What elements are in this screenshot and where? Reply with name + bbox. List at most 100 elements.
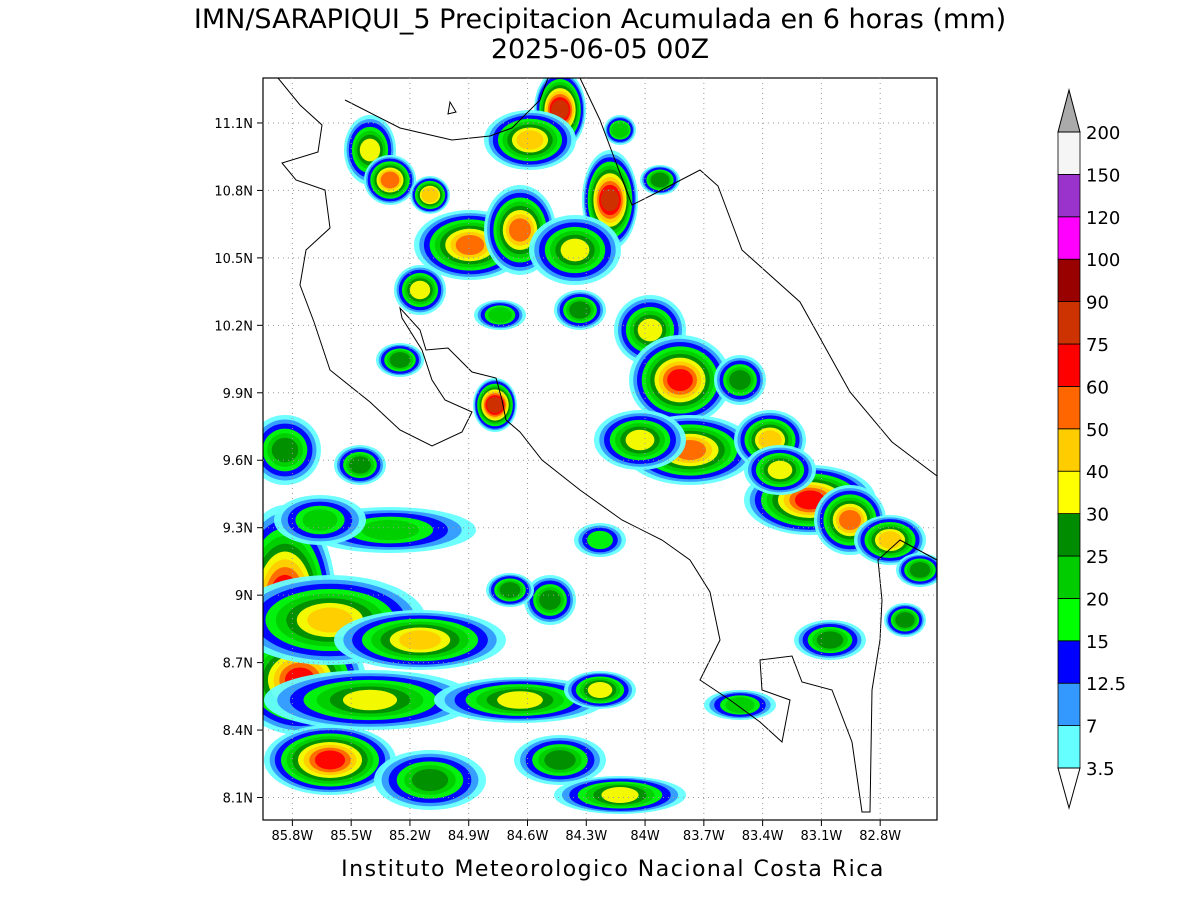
- rain-cell: [667, 368, 693, 392]
- colorbar-label: 50: [1086, 420, 1109, 441]
- rain-cell: [399, 630, 441, 650]
- rain-cell: [361, 519, 419, 541]
- colorbar-label: 100: [1086, 250, 1120, 271]
- rain-cell: [600, 188, 620, 212]
- rain-cell: [516, 130, 544, 150]
- rain-cell: [895, 612, 915, 628]
- colorbar-label: 30: [1086, 505, 1109, 526]
- colorbar-label: 75: [1086, 335, 1109, 356]
- rain-cell: [544, 750, 576, 770]
- colorbar-label: 12.5: [1086, 674, 1126, 695]
- colorbar-over: [1057, 88, 1081, 133]
- rain-cell: [725, 697, 755, 713]
- rain-cell: [421, 187, 439, 203]
- y-tick-label: 11.1N: [214, 117, 253, 132]
- rain-cell: [409, 280, 431, 300]
- colorbar-label: 25: [1086, 547, 1109, 568]
- colorbar-segment: [1057, 301, 1081, 345]
- rain-cell: [587, 530, 613, 550]
- rain-cell: [488, 307, 512, 323]
- rain-cell: [878, 531, 902, 549]
- colorbar-segment: [1057, 216, 1081, 260]
- rain-cell: [455, 235, 485, 255]
- colorbar-label: 40: [1086, 462, 1109, 483]
- x-tick-label: 83.4W: [742, 829, 784, 844]
- rain-cell: [551, 100, 569, 120]
- rain-cell: [539, 590, 561, 610]
- colorbar-segment: [1057, 428, 1081, 472]
- rain-cell: [302, 509, 338, 531]
- colorbar-segment: [1057, 385, 1081, 430]
- x-tick-label: 84.9W: [448, 829, 490, 844]
- rain-cell: [601, 787, 639, 803]
- rain-cell: [637, 318, 663, 342]
- colorbar-segment: [1057, 640, 1081, 684]
- rain-cell: [816, 631, 844, 649]
- colorbar-segment: [1057, 343, 1081, 387]
- colorbar-segment: [1057, 258, 1081, 303]
- map-footer: Instituto Meteorologico Nacional Costa R…: [341, 857, 885, 882]
- colorbar-label: 150: [1086, 165, 1120, 186]
- x-tick-label: 85.2W: [389, 829, 431, 844]
- y-tick-label: 10.5N: [214, 252, 253, 267]
- rain-cell: [650, 172, 670, 188]
- y-tick-label: 10.8N: [214, 184, 253, 199]
- rain-cell: [349, 456, 371, 474]
- rain-cell: [497, 691, 543, 709]
- coastlines: [277, 78, 937, 813]
- colorbar-segment: [1057, 725, 1081, 769]
- rain-cell: [359, 138, 381, 162]
- x-tick-label: 85.8W: [271, 829, 313, 844]
- x-tick-label: 84.3W: [565, 829, 607, 844]
- colorbar-segment: [1057, 513, 1081, 557]
- rain-cell: [499, 582, 521, 598]
- rain-cell: [587, 682, 613, 698]
- colorbar-label: 7: [1086, 717, 1097, 738]
- y-tick-label: 8.1N: [223, 792, 253, 807]
- y-tick-label: 8.7N: [223, 657, 253, 672]
- x-tick-label: 83.1W: [800, 829, 842, 844]
- rain-cell: [271, 437, 299, 463]
- rain-cell: [342, 689, 398, 711]
- rain-cell: [509, 218, 531, 242]
- rain-cell: [314, 750, 346, 770]
- colorbar-under: [1057, 767, 1081, 810]
- colorbar-label: 3.5: [1086, 759, 1115, 780]
- map-frame: [262, 77, 938, 821]
- colorbar-label: 60: [1086, 377, 1109, 398]
- x-tick-label: 82.8W: [859, 829, 901, 844]
- map-subtitle: 2025-06-05 00Z: [491, 34, 709, 65]
- x-tick-label: 83.7W: [683, 829, 725, 844]
- x-tick-label: 85.5W: [330, 829, 372, 844]
- colorbar-segment: [1057, 470, 1081, 515]
- rain-cell: [486, 396, 504, 414]
- colorbar-segment: [1057, 131, 1081, 175]
- colorbar-segment: [1057, 598, 1081, 642]
- rain-cell: [794, 490, 826, 510]
- colorbar-label: 20: [1086, 589, 1109, 610]
- colorbar-segment: [1057, 173, 1081, 218]
- y-tick-label: 9N: [235, 589, 253, 604]
- colorbar-label: 90: [1086, 293, 1109, 314]
- rain-cell: [909, 562, 931, 578]
- x-tick-label: 84W: [630, 829, 660, 844]
- y-tick-label: 10.2N: [214, 319, 253, 334]
- rain-cell: [411, 768, 449, 792]
- rain-cell: [758, 430, 782, 450]
- rain-cell: [611, 122, 629, 138]
- y-tick-label: 9.9N: [223, 387, 253, 402]
- y-tick-label: 9.6N: [223, 454, 253, 469]
- rain-cell: [389, 352, 411, 368]
- rain-cell: [839, 510, 861, 530]
- rain-cell: [767, 460, 793, 480]
- y-tick-label: 9.3N: [223, 522, 253, 537]
- colorbar-segment: [1057, 682, 1081, 727]
- rain-cell: [569, 301, 591, 319]
- colorbar-segment: [1057, 555, 1081, 599]
- colorbar-label: 120: [1086, 208, 1120, 229]
- map-title: IMN/SARAPIQUI_5 Precipitacion Acumulada …: [194, 4, 1006, 35]
- rain-cell: [380, 171, 400, 189]
- precipitation-field: [263, 78, 937, 814]
- x-tick-label: 84.6W: [507, 829, 549, 844]
